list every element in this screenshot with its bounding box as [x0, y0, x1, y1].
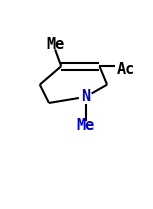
Text: Me: Me [76, 119, 95, 133]
Text: Me: Me [46, 37, 64, 52]
Text: Ac: Ac [116, 62, 135, 77]
Text: N: N [81, 89, 90, 104]
